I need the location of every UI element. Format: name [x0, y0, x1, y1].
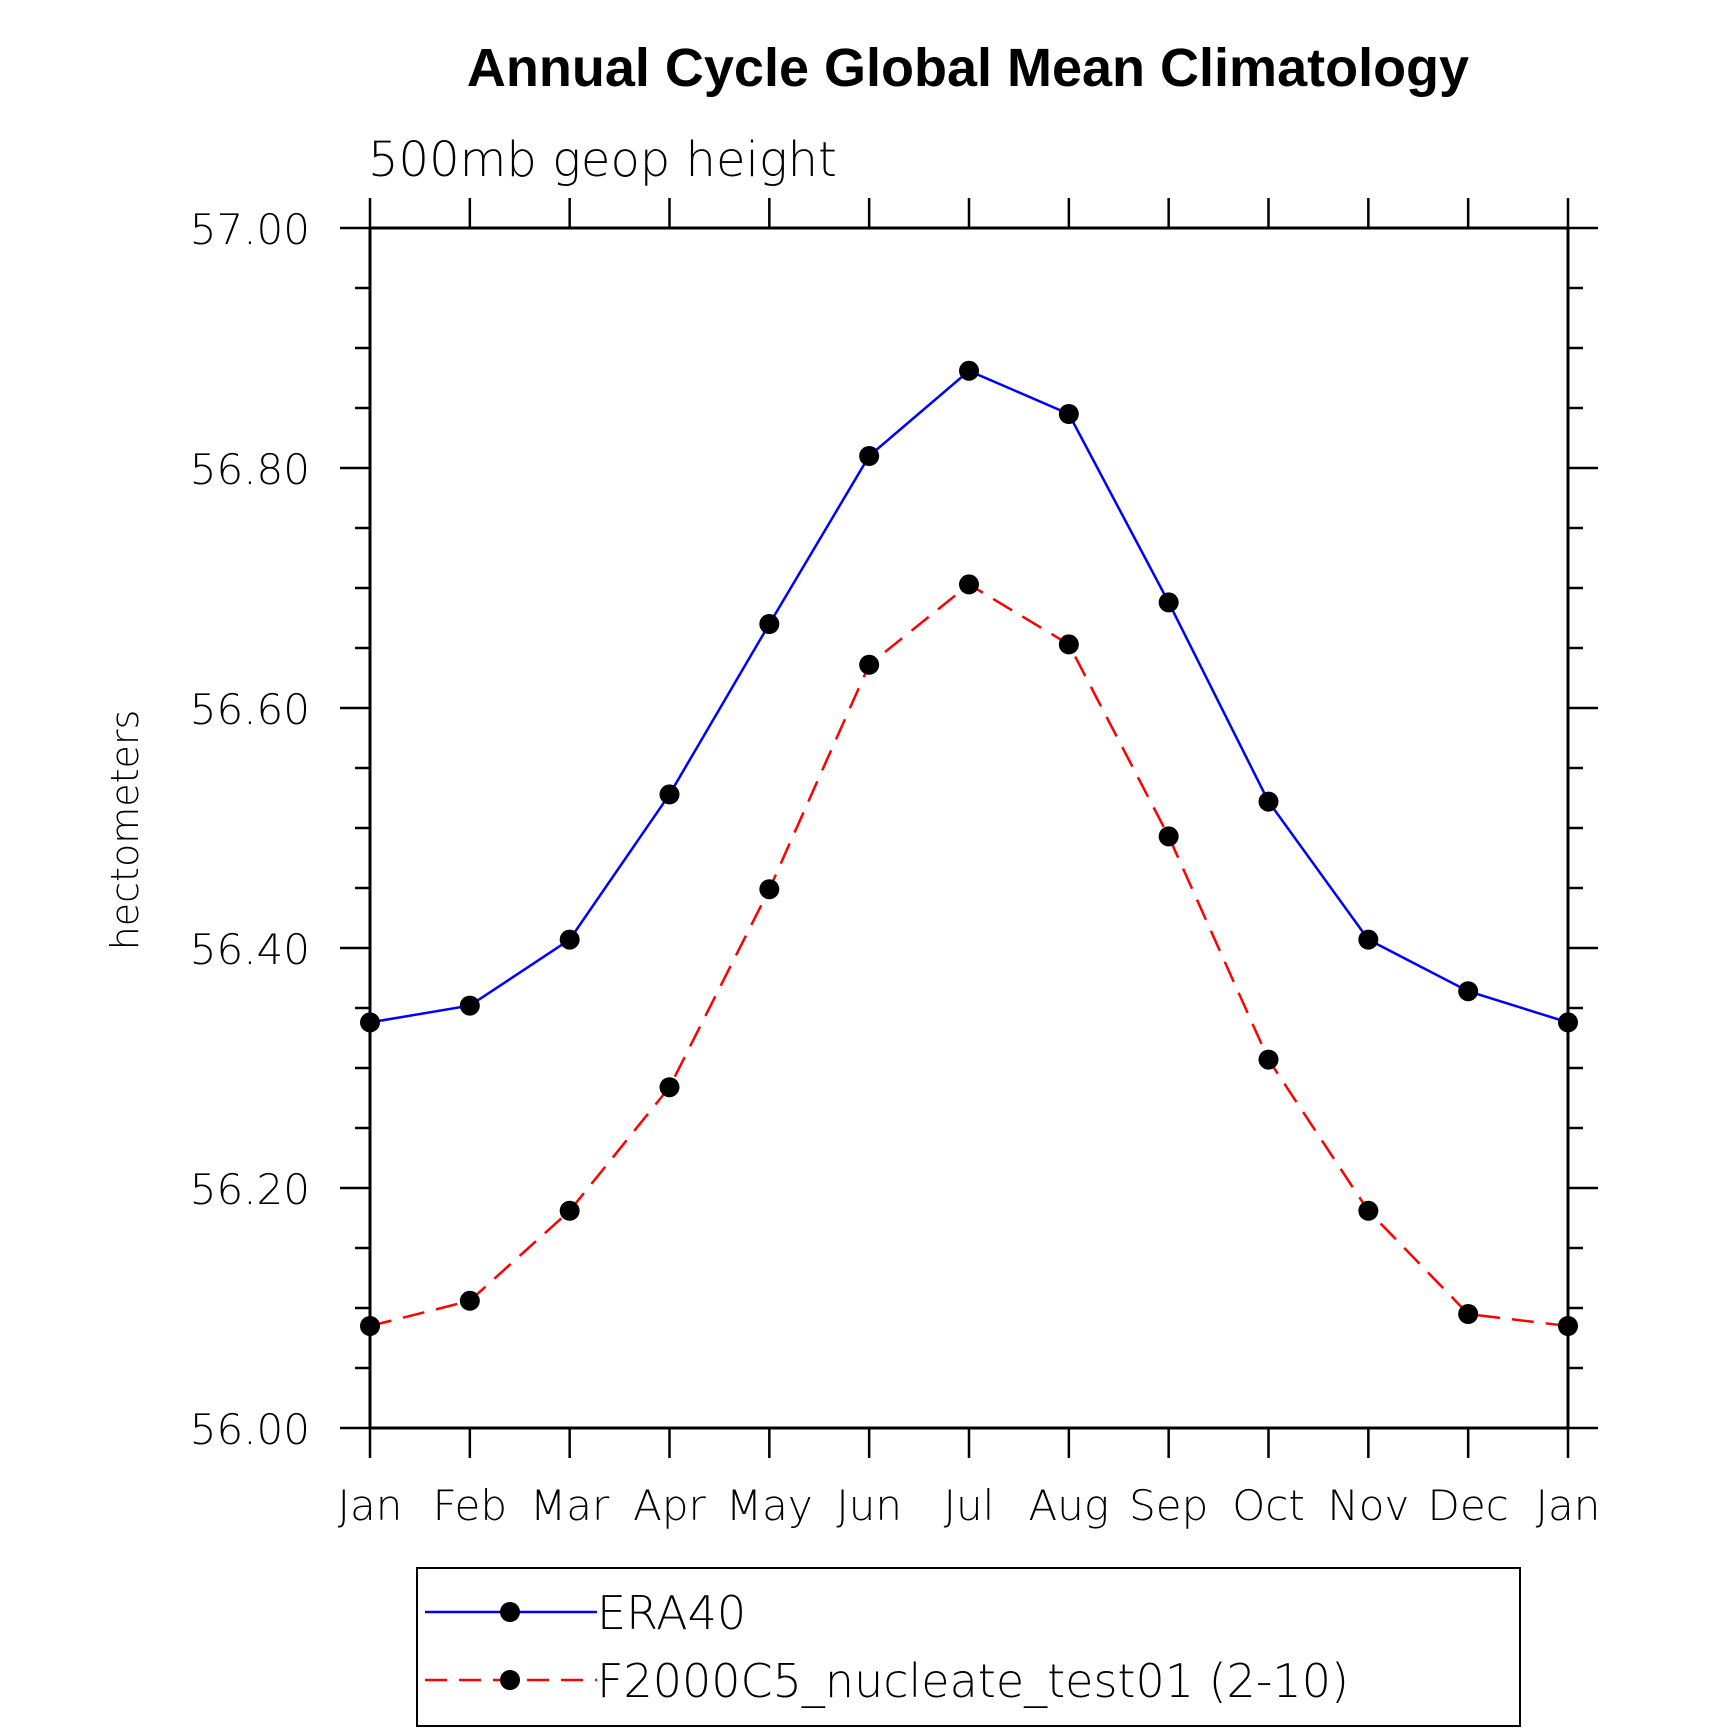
legend-marker — [500, 1670, 520, 1690]
data-point — [659, 1077, 680, 1098]
data-point — [859, 446, 880, 466]
data-point — [759, 614, 780, 634]
axis-ticks — [340, 198, 1598, 1458]
x-tick-label: Oct — [1232, 1481, 1305, 1530]
data-point — [1058, 634, 1079, 655]
legend-label: F2000C5_nucleate_test01 (2-10) — [597, 1654, 1349, 1708]
data-point — [1458, 981, 1479, 1002]
data-point — [360, 1012, 380, 1033]
series-line — [369, 582, 1569, 1328]
chart-title: Annual Cycle Global Mean Climatology — [467, 38, 1469, 98]
x-tick-label: Jan — [1536, 1481, 1601, 1530]
y-axis-label: hectometers — [103, 710, 147, 951]
x-tick-labels: Jan Feb Mar Apr May Jun Jul Aug Sep Oct Nov Dec Jan — [338, 1481, 1601, 1530]
data-point — [959, 360, 979, 381]
data-point — [759, 879, 780, 900]
x-tick-label: Jun — [836, 1481, 902, 1530]
x-tick-label: Feb — [433, 1481, 507, 1530]
x-tick-label: Apr — [633, 1481, 706, 1530]
y-tick-label: 56.20 — [190, 1165, 310, 1214]
data-point — [1258, 1049, 1279, 1070]
y-tick-label: 56.60 — [190, 685, 310, 734]
data-point — [559, 929, 580, 950]
x-tick-label: Jul — [944, 1481, 995, 1530]
x-tick-label: Aug — [1029, 1481, 1110, 1530]
data-point — [459, 995, 480, 1016]
data-point — [1258, 791, 1279, 812]
data-point — [1158, 826, 1179, 847]
x-tick-label: Jan — [338, 1481, 403, 1530]
legend: ERA40 F2000C5_nucleate_test01 (2-10) — [416, 1567, 1521, 1727]
series-line — [369, 369, 1569, 1024]
data-point — [1358, 929, 1379, 950]
data-point — [1458, 1304, 1479, 1324]
y-tick-labels: 56.00 56.20 56.40 56.60 56.80 57.00 — [190, 205, 310, 1454]
legend-marker — [500, 1602, 520, 1622]
data-point — [1158, 592, 1179, 613]
x-tick-label: Sep — [1129, 1481, 1208, 1530]
data-point — [1558, 1012, 1578, 1033]
x-tick-label: Dec — [1428, 1481, 1509, 1530]
chart-subtitle: 500mb geop height — [368, 132, 837, 188]
data-point — [959, 574, 979, 595]
x-tick-label: Mar — [530, 1481, 610, 1530]
x-tick-label: Nov — [1327, 1481, 1409, 1530]
y-tick-label: 56.80 — [190, 445, 310, 494]
data-point — [459, 1290, 480, 1311]
data-point — [1358, 1200, 1379, 1221]
legend-box — [416, 1567, 1521, 1727]
y-tick-label: 56.00 — [190, 1405, 310, 1454]
series-layer — [360, 360, 1578, 1336]
data-point — [360, 1316, 380, 1336]
data-point — [859, 654, 880, 675]
x-tick-label: May — [726, 1481, 813, 1530]
data-point — [559, 1200, 580, 1221]
data-point — [1058, 404, 1079, 424]
data-point — [1558, 1316, 1578, 1336]
plot-frame — [368, 226, 1570, 1430]
y-tick-label: 57.00 — [190, 205, 310, 254]
y-tick-label: 56.40 — [190, 925, 310, 974]
data-point — [659, 784, 680, 805]
legend-label: ERA40 — [597, 1586, 746, 1640]
